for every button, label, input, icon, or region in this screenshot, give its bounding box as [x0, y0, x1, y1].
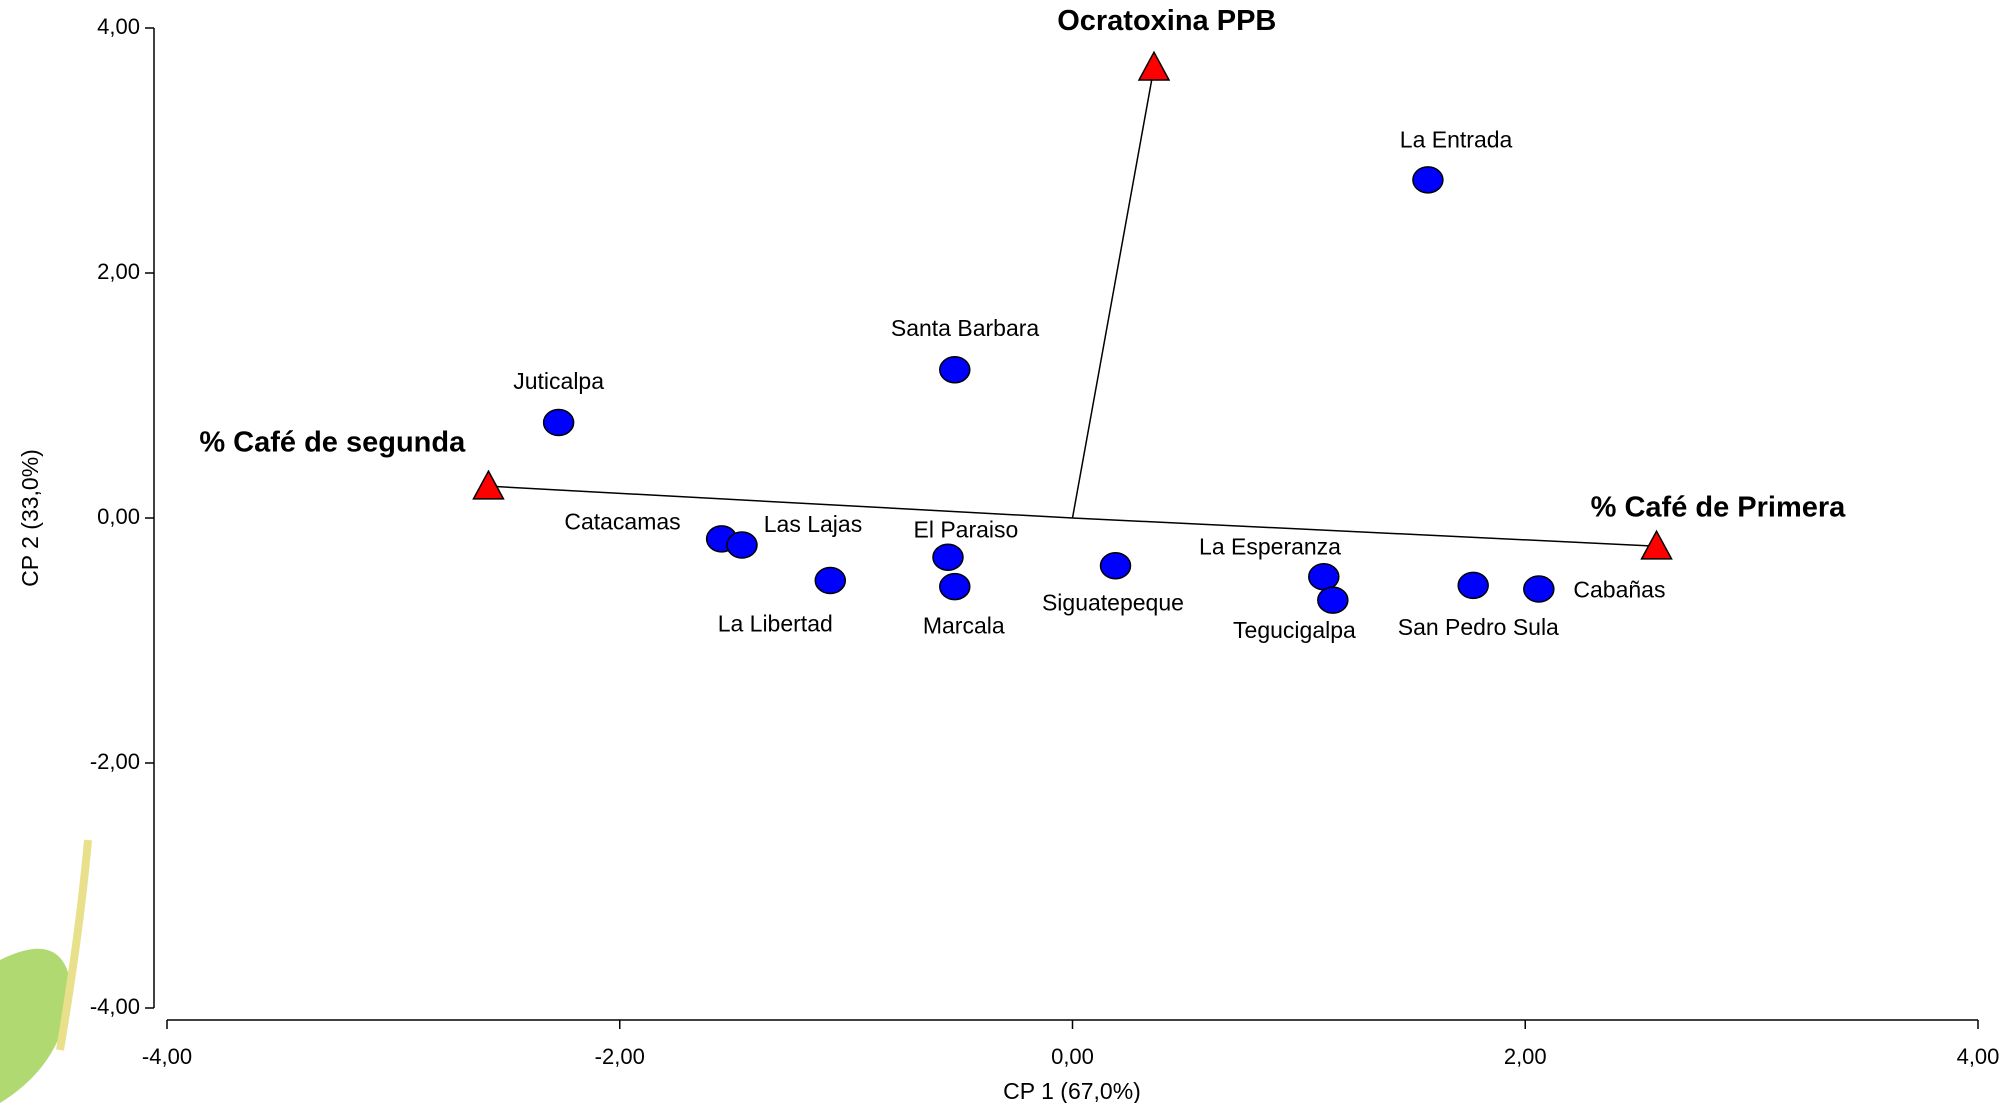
point: [940, 574, 970, 600]
y-tick-label: 4,00: [97, 14, 140, 39]
x-tick-label: -4,00: [142, 1044, 192, 1069]
point-label: San Pedro Sula: [1398, 614, 1559, 640]
x-tick-label: -2,00: [595, 1044, 645, 1069]
vector-marker: [1139, 52, 1169, 80]
vector-label: % Café de segunda: [199, 427, 466, 459]
point: [727, 532, 757, 558]
point-label: Las Lajas: [764, 511, 862, 537]
point: [1101, 553, 1131, 579]
point: [1309, 564, 1339, 590]
x-tick-label: 2,00: [1504, 1044, 1547, 1069]
point-label: Catacamas: [564, 509, 680, 535]
point-label: Tegucigalpa: [1233, 617, 1356, 643]
x-axis-title: CP 1 (67,0%): [1003, 1078, 1141, 1103]
point-label: Marcala: [923, 613, 1005, 639]
x-tick-label: 0,00: [1051, 1044, 1094, 1069]
x-tick-label: 4,00: [1957, 1044, 2000, 1069]
point: [1524, 576, 1554, 602]
chart: CP 1 (67,0%) CP 2 (33,0%) -4,00 -2,00 0,00…: [0, 0, 2008, 1103]
point: [544, 409, 574, 435]
point: [1458, 572, 1488, 598]
point-label: La Esperanza: [1199, 534, 1341, 560]
point: [940, 357, 970, 383]
vector-label: Ocratoxina PPB: [1057, 5, 1276, 37]
point-label: El Paraiso: [913, 517, 1018, 543]
y-axis-title: CP 2 (33,0%): [17, 449, 43, 587]
point-label: Siguatepeque: [1042, 589, 1184, 615]
point-label: La Libertad: [718, 610, 833, 636]
y-tick-label: 2,00: [97, 259, 140, 284]
loading-vector: [1073, 518, 1657, 546]
point-label: Santa Barbara: [891, 315, 1040, 341]
point: [815, 567, 845, 593]
y-tick-label: 0,00: [97, 504, 140, 529]
y-tick-label: -4,00: [90, 994, 140, 1019]
vector-marker: [473, 471, 503, 499]
point-label: Cabañas: [1573, 577, 1665, 603]
y-tick-label: -2,00: [90, 749, 140, 774]
point: [1318, 587, 1348, 613]
decorative-leaf: [0, 840, 88, 1103]
point: [1413, 167, 1443, 193]
point: [933, 544, 963, 570]
point-label: La Entrada: [1400, 127, 1513, 153]
point-label: Juticalpa: [513, 368, 604, 394]
loading-vector: [1073, 67, 1154, 518]
vector-label: % Café de Primera: [1591, 492, 1847, 524]
